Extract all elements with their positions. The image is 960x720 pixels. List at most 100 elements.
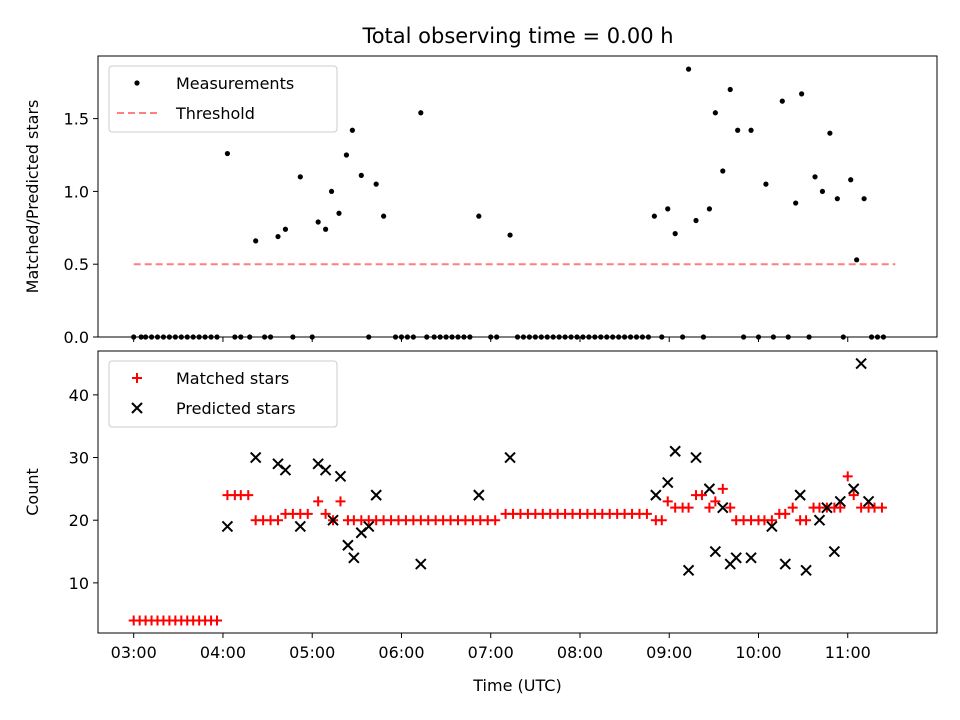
data-point (627, 334, 634, 340)
x-tick-label: 11:00 (825, 643, 871, 662)
data-point (662, 496, 673, 507)
data-point (232, 334, 238, 340)
data-point (848, 490, 859, 501)
data-point (294, 520, 307, 533)
data-point (415, 558, 427, 570)
data-point (148, 334, 155, 340)
y-tick-label: 20 (69, 511, 89, 530)
data-point (880, 334, 887, 340)
data-point (208, 334, 214, 340)
chart-title: Total observing time = 0.00 h (361, 24, 673, 48)
data-point (247, 334, 253, 340)
data-point (131, 334, 137, 340)
data-point (685, 66, 692, 72)
x-axis-label: Time (UTC) (472, 676, 561, 695)
data-point (704, 502, 715, 513)
data-point (449, 334, 455, 340)
data-point (342, 539, 354, 551)
data-point (224, 150, 231, 157)
data-point (297, 174, 303, 180)
legend-swatch (134, 80, 140, 86)
data-point (821, 501, 833, 514)
data-point (568, 334, 574, 340)
y-tick-label: 1.0 (64, 182, 89, 201)
data-point (196, 334, 202, 340)
data-point (538, 334, 544, 340)
data-point (166, 334, 173, 340)
data-point (876, 502, 887, 513)
data-point (840, 334, 846, 340)
data-point (779, 558, 791, 570)
data-point (794, 489, 806, 501)
y-tick-label: 30 (69, 449, 89, 468)
data-point (476, 213, 482, 219)
legend-label: Measurements (176, 74, 294, 93)
data-point (358, 172, 364, 178)
data-point (319, 464, 332, 476)
data-point (717, 483, 728, 494)
data-point (855, 357, 867, 370)
data-point (526, 334, 533, 340)
panel-1: 0.0 0.5 1.0 1.5 Matched/Predicted stars Measu… (23, 55, 938, 347)
data-point (604, 334, 610, 340)
data-point (801, 515, 812, 526)
series-measurements (131, 66, 887, 340)
data-point (799, 91, 805, 97)
x-tick-label: 07:00 (468, 643, 514, 662)
legend-box (108, 360, 338, 428)
data-point (507, 232, 513, 238)
data-point (238, 334, 244, 340)
data-point (279, 464, 292, 476)
data-point (172, 334, 178, 340)
data-point (598, 334, 604, 340)
legend-label: Matched stars (176, 369, 289, 388)
data-point (467, 334, 473, 340)
data-point (700, 334, 707, 340)
data-point (835, 502, 846, 513)
data-point (641, 508, 652, 519)
data-point (813, 514, 826, 526)
data-point (680, 334, 686, 340)
data-point (556, 334, 562, 340)
data-point (827, 130, 833, 136)
data-point (662, 476, 674, 489)
data-point (763, 181, 769, 187)
data-point (580, 334, 586, 340)
legend-label: Predicted stars (176, 399, 296, 418)
data-point (847, 483, 860, 495)
y-tick-label: 0.5 (64, 255, 89, 274)
data-point (861, 196, 867, 202)
data-point (184, 334, 190, 340)
data-point (651, 213, 657, 219)
data-point (819, 188, 826, 195)
data-point (862, 495, 875, 508)
data-point (544, 334, 550, 340)
data-point (253, 238, 259, 244)
data-point (437, 334, 443, 340)
data-point (410, 334, 416, 340)
data-point (473, 489, 485, 501)
data-point (696, 490, 707, 501)
data-point (455, 334, 461, 340)
data-point (828, 545, 841, 558)
data-point (160, 334, 167, 340)
data-point (348, 552, 360, 564)
data-point (854, 257, 860, 263)
data-point (645, 334, 652, 340)
data-point (335, 496, 346, 507)
data-point (834, 196, 840, 202)
data-point (562, 334, 568, 340)
data-point (770, 334, 776, 340)
data-point (212, 615, 223, 626)
y-axis-label: Matched/Predicted stars (23, 100, 42, 294)
data-point (785, 334, 791, 340)
data-point (659, 334, 665, 340)
data-point (693, 217, 699, 224)
data-point (373, 181, 379, 187)
data-point (574, 334, 580, 340)
data-point (138, 334, 144, 340)
data-point (334, 470, 347, 483)
data-point (520, 334, 527, 340)
legend-label: Threshold (175, 104, 255, 123)
data-point (282, 226, 289, 232)
